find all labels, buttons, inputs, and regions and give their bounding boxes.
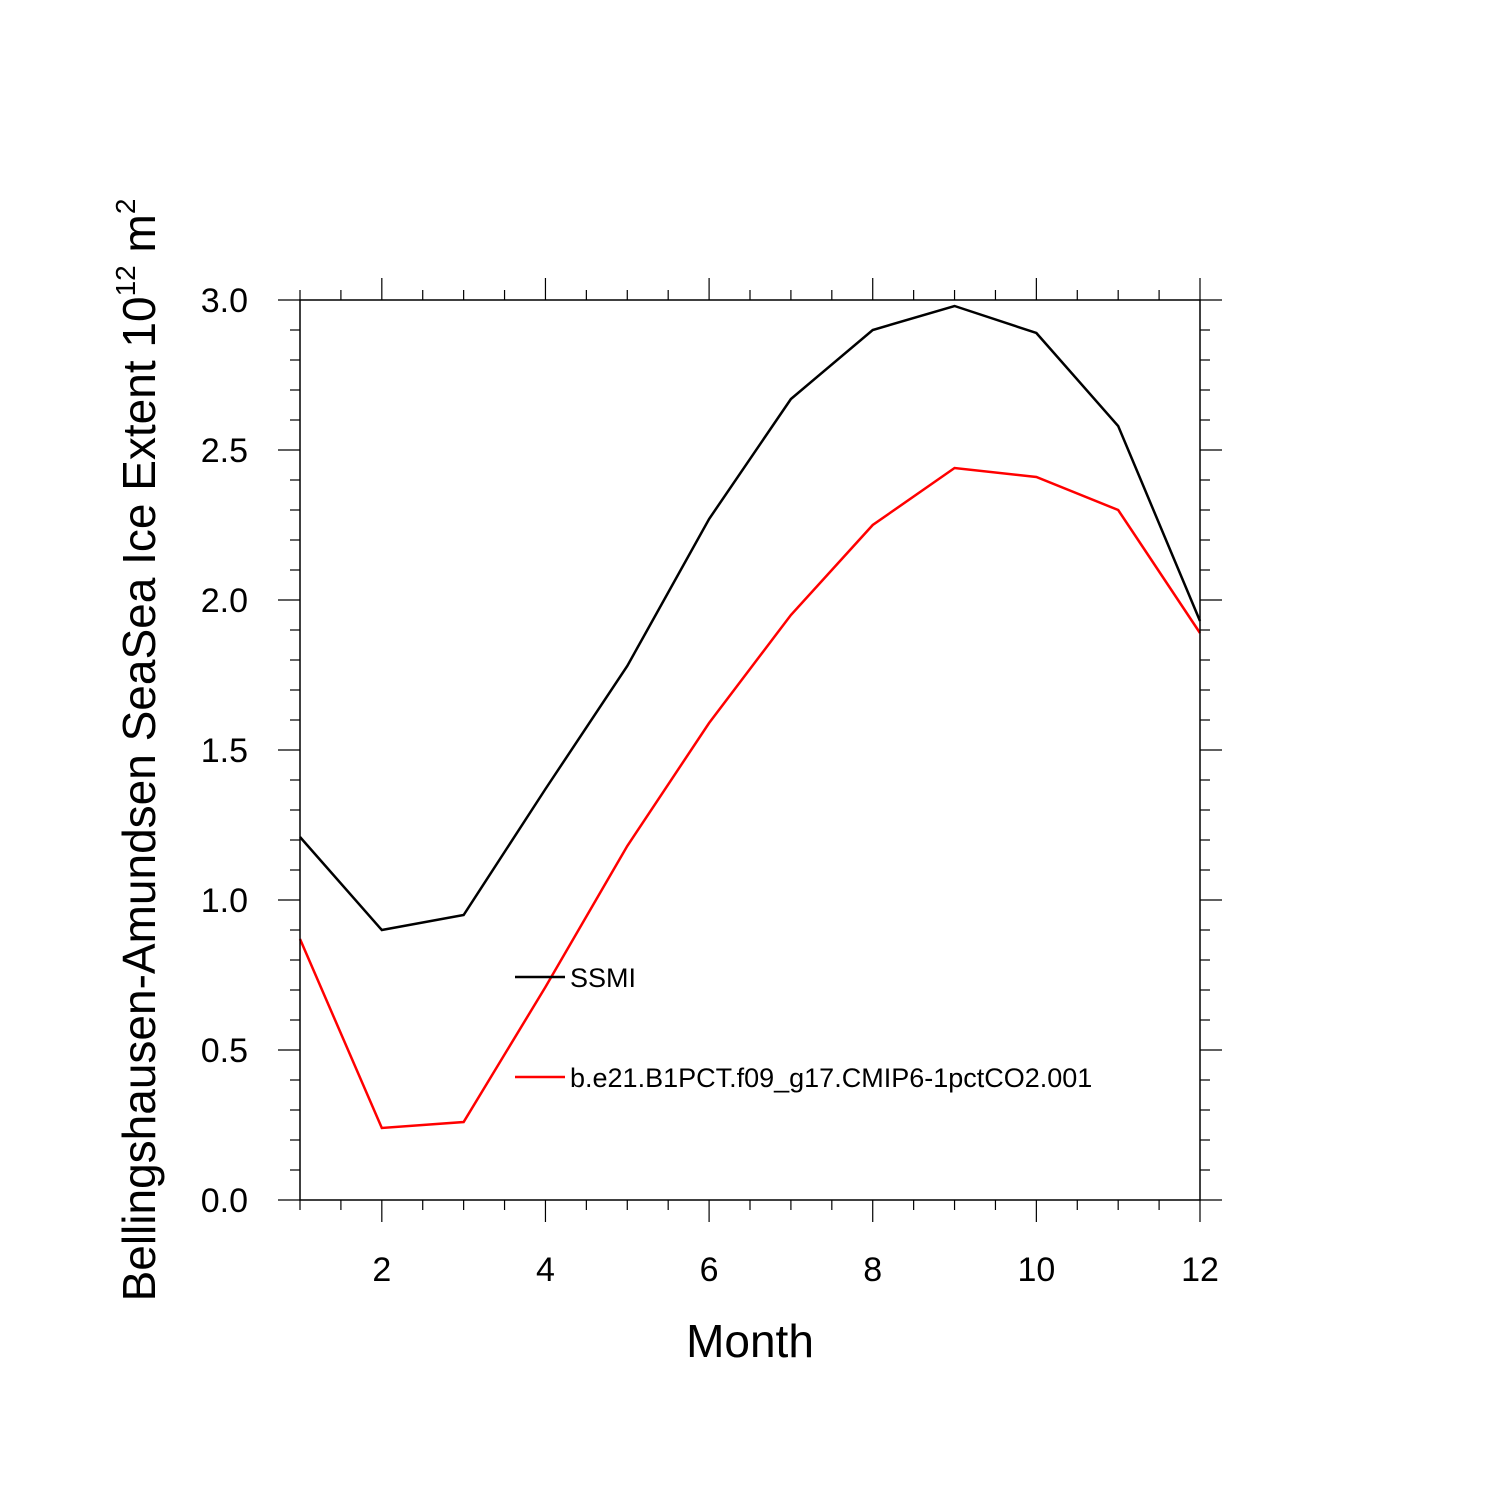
series-lines xyxy=(298,304,1202,1130)
series-line-ssmi xyxy=(299,304,1202,932)
legend-label-model: b.e21.B1PCT.f09_g17.CMIP6-1pctCO2.001 xyxy=(570,1063,1092,1093)
y-axis-title-unit-exponent: 2 xyxy=(110,199,141,215)
tick-marks xyxy=(278,278,1222,1222)
series-line-model xyxy=(298,466,1202,1130)
y-tick-label: 0.5 xyxy=(201,1032,248,1070)
y-axis-title-unit: m xyxy=(113,214,165,265)
y-tick-label: 3.0 xyxy=(201,282,248,320)
tick-labels: 2 4 6 8 10 12 0.0 0.5 1.0 1.5 2.0 2.5 3.0 xyxy=(201,282,1219,1289)
y-tick-label: 0.0 xyxy=(201,1182,248,1220)
x-tick-label: 12 xyxy=(1181,1251,1219,1289)
x-tick-label: 2 xyxy=(372,1251,391,1289)
legend-label-ssmi: SSMI xyxy=(570,963,636,993)
y-axis-title-exponent: 12 xyxy=(110,265,141,296)
y-axis-title-main: Bellingshausen-Amundsen SeaSea Ice Exten… xyxy=(113,296,165,1301)
x-tick-label: 10 xyxy=(1017,1251,1055,1289)
plot-frame xyxy=(299,299,1201,1201)
x-tick-label: 8 xyxy=(863,1251,882,1289)
legend: SSMI b.e21.B1PCT.f09_g17.CMIP6-1pctCO2.0… xyxy=(515,963,1092,1093)
y-tick-label: 1.0 xyxy=(201,882,248,920)
y-tick-label: 2.0 xyxy=(201,582,248,620)
legend-item-ssmi: SSMI xyxy=(515,963,636,993)
legend-item-model: b.e21.B1PCT.f09_g17.CMIP6-1pctCO2.001 xyxy=(515,1063,1092,1093)
y-tick-label: 2.5 xyxy=(201,432,248,470)
y-axis-title: Bellingshausen-Amundsen SeaSea Ice Exten… xyxy=(110,199,165,1302)
y-tick-label: 1.5 xyxy=(201,732,248,770)
x-tick-label: 6 xyxy=(700,1251,719,1289)
x-axis-title: Month xyxy=(686,1315,814,1367)
x-tick-label: 4 xyxy=(536,1251,555,1289)
